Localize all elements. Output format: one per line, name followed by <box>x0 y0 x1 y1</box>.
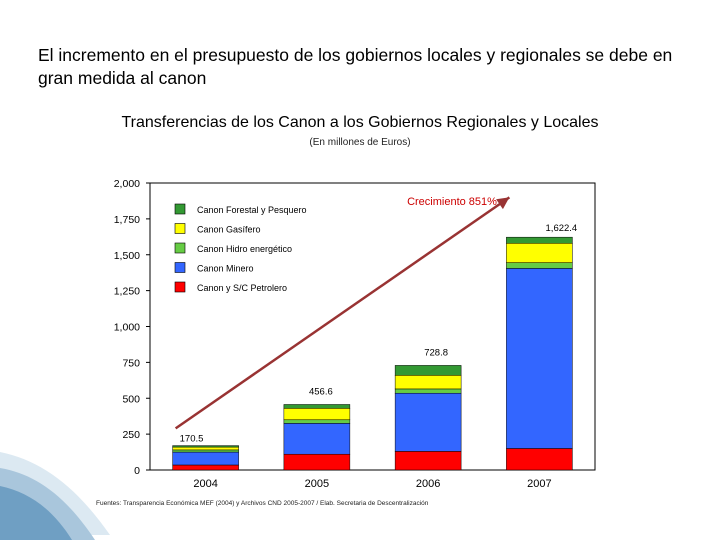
y-tick-label: 1,000 <box>114 322 140 334</box>
legend-swatch <box>174 242 186 254</box>
legend-label: Canon Minero <box>197 264 254 274</box>
bar-segment <box>506 236 573 244</box>
y-tick-label: 1,250 <box>114 286 140 298</box>
bar-segment <box>506 243 573 263</box>
slide-headline: El incremento en el presupuesto de los g… <box>38 45 673 88</box>
growth-arrow-line <box>174 196 511 430</box>
legend-label: Canon Forestal y Pesquero <box>197 205 307 215</box>
legend-swatch <box>174 223 186 234</box>
bar-segment <box>172 445 239 448</box>
bar-segment <box>394 392 462 452</box>
bar-segment <box>394 375 462 390</box>
bar-segment <box>394 388 462 394</box>
y-tick-label: 0 <box>134 465 140 477</box>
bar-segment <box>283 453 351 471</box>
y-tick-label: 1,750 <box>114 214 140 226</box>
total-label: 170.5 <box>180 434 204 445</box>
bar-segment <box>283 404 351 409</box>
bar-segment <box>172 446 239 451</box>
legend-swatch <box>174 281 186 293</box>
y-tick-label: 250 <box>122 429 140 441</box>
chart-subtitle: (En millones de Euros) <box>309 137 411 148</box>
bar-segment <box>506 268 573 449</box>
decorative-wave-front <box>0 486 72 540</box>
x-tick-label: 2006 <box>416 478 440 490</box>
y-tick-label: 2,000 <box>114 178 140 190</box>
bar-segment <box>172 464 239 471</box>
x-tick-label: 2005 <box>305 478 329 490</box>
decorative-waves <box>0 452 110 540</box>
growth-annotation: Crecimiento 851% <box>407 196 497 208</box>
y-tick-label: 500 <box>122 393 140 405</box>
y-tick-label: 750 <box>122 357 140 369</box>
x-tick-label: 2007 <box>527 478 551 490</box>
bar-segment <box>283 419 351 424</box>
source-note: Fuentes: Transparencia Económica MEF (20… <box>96 500 429 507</box>
bar-segment <box>506 262 573 269</box>
legend-swatch <box>174 262 186 273</box>
legend-label: Canon Gasífero <box>197 225 261 235</box>
growth-arrow-head <box>496 197 510 210</box>
legend-label: Canon Hidro energético <box>197 244 292 254</box>
bar-segment <box>283 408 351 421</box>
legend-swatch <box>174 203 186 215</box>
chart-title: Transferencias de los Canon a los Gobier… <box>121 114 599 131</box>
y-tick-label: 1,500 <box>114 250 140 262</box>
total-label: 1,622.4 <box>546 223 578 234</box>
bar-segment <box>394 365 462 376</box>
bar-segment <box>506 448 573 471</box>
bar-segment <box>172 449 239 453</box>
bar-segment <box>283 423 351 455</box>
legend-label: Canon y S/C Petrolero <box>197 283 287 293</box>
bar-segment <box>172 451 239 466</box>
total-label: 728.8 <box>424 347 448 358</box>
x-tick-label: 2004 <box>193 478 217 490</box>
bar-segment <box>394 451 462 471</box>
total-label: 456.6 <box>309 386 333 397</box>
